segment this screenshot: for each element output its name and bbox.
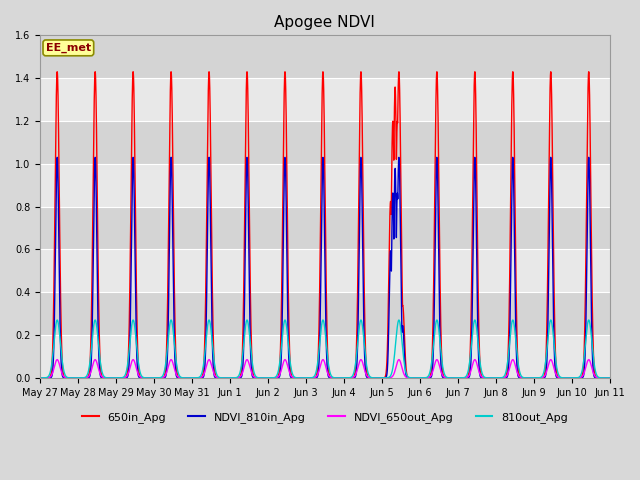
Bar (40, 121, 610, 164)
Bar (40, 292, 610, 335)
Line: 810out_Apg: 810out_Apg (40, 320, 610, 378)
NDVI_650out_Apg (404, 375, 412, 381)
810out_Apg (158, 374, 166, 380)
NDVI_810in_Apg (36, 375, 44, 381)
810out_Apg (404, 373, 412, 379)
NDVI_810in_Apg (606, 375, 614, 381)
810out_Apg (36, 375, 44, 381)
Title: Apogee NDVI: Apogee NDVI (275, 15, 375, 30)
NDVI_810in_Apg (404, 375, 412, 381)
NDVI_650out_Apg (53, 357, 61, 362)
NDVI_810in_Apg (158, 375, 166, 381)
NDVI_650out_Apg (152, 375, 160, 381)
650in_Apg (404, 374, 412, 380)
810out_Apg (604, 375, 611, 381)
NDVI_810in_Apg (484, 375, 492, 381)
Line: NDVI_810in_Apg: NDVI_810in_Apg (40, 157, 610, 378)
810out_Apg (53, 317, 61, 323)
NDVI_810in_Apg (53, 155, 61, 160)
Text: EE_met: EE_met (46, 43, 91, 53)
650in_Apg (152, 375, 160, 381)
Bar (40, 78, 610, 121)
NDVI_650out_Apg (484, 375, 492, 381)
650in_Apg (36, 375, 44, 381)
650in_Apg (53, 69, 61, 74)
Bar (40, 335, 610, 378)
NDVI_650out_Apg (36, 375, 44, 381)
650in_Apg (604, 375, 611, 381)
Line: NDVI_650out_Apg: NDVI_650out_Apg (40, 360, 610, 378)
650in_Apg (606, 375, 614, 381)
Line: 650in_Apg: 650in_Apg (40, 72, 610, 378)
NDVI_650out_Apg (250, 373, 257, 379)
NDVI_810in_Apg (152, 375, 160, 381)
810out_Apg (606, 375, 614, 381)
NDVI_650out_Apg (606, 375, 614, 381)
650in_Apg (158, 375, 166, 381)
650in_Apg (484, 375, 492, 381)
810out_Apg (250, 367, 257, 372)
810out_Apg (484, 375, 492, 381)
Bar (40, 164, 610, 206)
NDVI_810in_Apg (604, 375, 611, 381)
Bar (40, 206, 610, 250)
NDVI_650out_Apg (158, 375, 166, 381)
NDVI_810in_Apg (250, 375, 257, 381)
Bar (40, 250, 610, 292)
650in_Apg (250, 372, 257, 378)
Legend: 650in_Apg, NDVI_810in_Apg, NDVI_650out_Apg, 810out_Apg: 650in_Apg, NDVI_810in_Apg, NDVI_650out_A… (77, 407, 572, 427)
Bar (40, 36, 610, 78)
810out_Apg (152, 375, 160, 381)
NDVI_650out_Apg (604, 375, 611, 381)
